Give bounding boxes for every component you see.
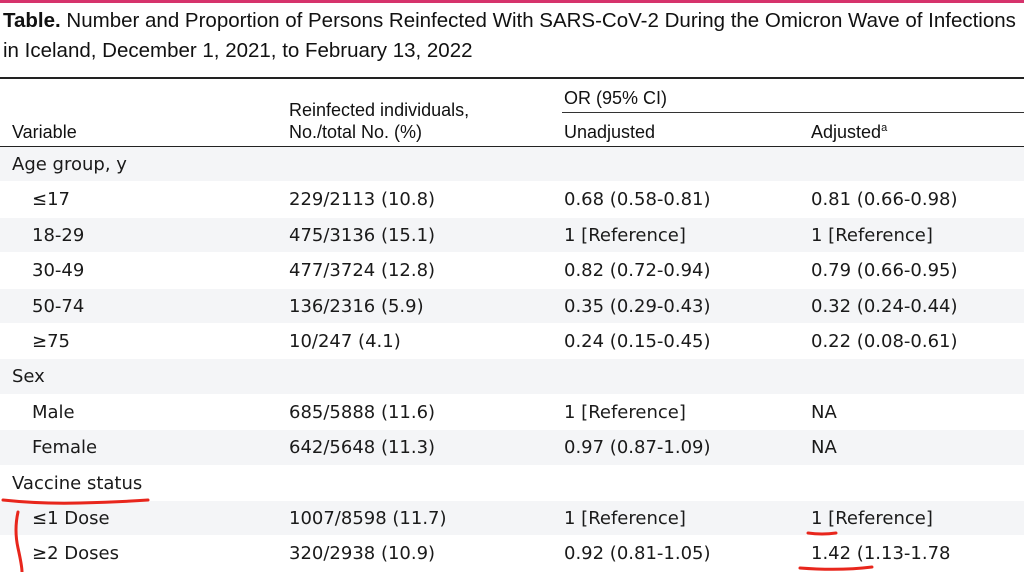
header-unadjusted: Unadjusted — [564, 122, 656, 142]
cell-adjusted: 0.32 (0.24-0.44) — [811, 295, 958, 317]
cell-variable: 18-29 — [32, 224, 85, 246]
cell-unadjusted: 1 [Reference] — [564, 224, 686, 246]
cell-variable: Male — [32, 401, 75, 423]
table-row: ≥2 Doses 320/2938 (10.9) 0.92 (0.81-1.05… — [0, 536, 1024, 572]
table-row: Sex — [0, 359, 1024, 395]
cell-reinfected: 685/5888 (11.6) — [289, 401, 436, 423]
header-variable: Variable — [12, 122, 77, 142]
table-row: Female 642/5648 (11.3) 0.97 (0.87-1.09) … — [0, 430, 1024, 466]
table-title: Table. Number and Proportion of Persons … — [3, 6, 1021, 66]
cell-unadjusted: 0.68 (0.58-0.81) — [564, 189, 711, 211]
cell-unadjusted: 0.82 (0.72-0.94) — [564, 260, 711, 282]
cell-adjusted: 0.22 (0.08-0.61) — [811, 331, 958, 352]
table-row: ≤1 Dose 1007/8598 (11.7) 1 [Reference] 1… — [0, 501, 1024, 537]
cell-variable: Sex — [12, 366, 45, 388]
table-row: Age group, y — [0, 147, 1024, 183]
cell-reinfected: 642/5648 (11.3) — [289, 437, 436, 459]
table-row: Vaccine status — [0, 465, 1024, 501]
header-or-group: OR (95% CI) — [564, 88, 668, 108]
cell-variable: Female — [32, 437, 98, 459]
table-row: 30-49 477/3724 (12.8) 0.82 (0.72-0.94) 0… — [0, 253, 1024, 289]
cell-reinfected: 475/3136 (15.1) — [289, 224, 436, 246]
cell-variable: ≤17 — [32, 189, 70, 211]
table-row: Male 685/5888 (11.6) 1 [Reference] NA — [0, 394, 1024, 431]
cell-variable: Age group, y — [12, 154, 127, 175]
cell-adjusted: 0.81 (0.66-0.98) — [811, 189, 958, 211]
footnote-marker: a — [881, 122, 888, 134]
cell-adjusted: 1 [Reference] — [811, 224, 933, 246]
header-reinfected-line-1: Reinfected individuals, — [289, 100, 470, 120]
cell-unadjusted: 1 [Reference] — [564, 401, 686, 423]
title-line-1-text: Number and Proportion of Persons Reinfec… — [60, 9, 1016, 32]
table-row: 18-29 475/3136 (15.1) 1 [Reference] 1 [R… — [0, 218, 1024, 254]
cell-unadjusted: 0.97 (0.87-1.09) — [564, 437, 711, 459]
cell-reinfected: 1007/8598 (11.7) — [289, 508, 447, 529]
cell-adjusted: 1.42 (1.13-1.78 — [811, 543, 951, 565]
cell-reinfected: 10/247 (4.1) — [289, 331, 401, 352]
cell-variable: ≤1 Dose — [32, 508, 110, 529]
cell-reinfected: 229/2113 (10.8) — [289, 189, 436, 211]
cell-adjusted: NA — [811, 437, 837, 459]
cell-variable: ≥2 Doses — [32, 543, 119, 565]
cell-adjusted: 0.79 (0.66-0.95) — [811, 260, 958, 282]
header-reinfected-line-2: No./total No. (%) — [289, 122, 423, 142]
header-adjusted-label: Adjusted — [811, 122, 882, 142]
table-row: ≥75 10/247 (4.1) 0.24 (0.15-0.45) 0.22 (… — [0, 324, 1024, 360]
cell-adjusted: 1 [Reference] — [811, 508, 933, 529]
cell-reinfected: 136/2316 (5.9) — [289, 295, 424, 317]
cell-unadjusted: 0.35 (0.29-0.43) — [564, 295, 711, 317]
cell-variable: 50-74 — [32, 295, 85, 317]
cell-reinfected: 477/3724 (12.8) — [289, 260, 436, 282]
table-row: 50-74 136/2316 (5.9) 0.35 (0.29-0.43) 0.… — [0, 289, 1024, 324]
cell-reinfected: 320/2938 (10.9) — [289, 543, 436, 565]
or-group-rule — [562, 112, 1024, 113]
data-table: Variable Reinfected individuals, No./tot… — [0, 77, 1024, 572]
cell-variable: Vaccine status — [12, 472, 143, 494]
title-line-1: Table. Number and Proportion of Persons … — [3, 6, 1021, 36]
cell-unadjusted: 0.92 (0.81-1.05) — [564, 543, 711, 565]
table-header: Variable Reinfected individuals, No./tot… — [0, 77, 1024, 147]
title-line-2: in Iceland, December 1, 2021, to Februar… — [3, 39, 473, 62]
cell-unadjusted: 1 [Reference] — [564, 508, 686, 529]
cell-unadjusted: 0.24 (0.15-0.45) — [564, 331, 711, 352]
header-adjusted: Adjusteda — [811, 120, 887, 144]
accent-bar — [0, 0, 1024, 3]
title-lead: Table. — [3, 9, 61, 32]
cell-variable: ≥75 — [32, 331, 70, 352]
cell-adjusted: NA — [811, 401, 837, 423]
cell-variable: 30-49 — [32, 260, 85, 282]
table-row: ≤17 229/2113 (10.8) 0.68 (0.58-0.81) 0.8… — [0, 182, 1024, 218]
